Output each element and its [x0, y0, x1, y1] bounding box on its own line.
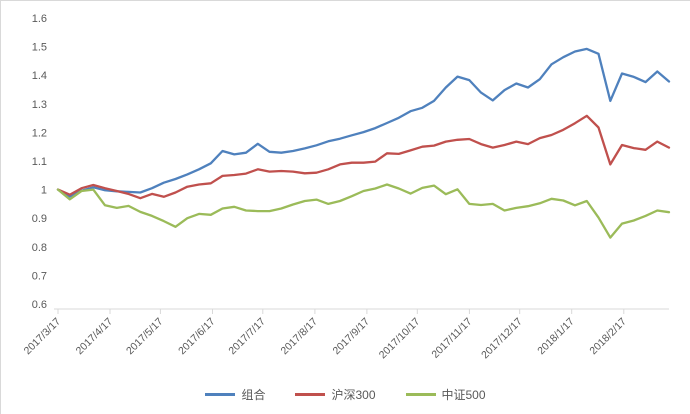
chart-legend: 组合 沪深300 中证500: [1, 386, 690, 403]
legend-swatch-zz500: [405, 393, 436, 396]
x-axis-label: 2017/3/17: [22, 316, 64, 358]
series-line-2: [56, 183, 671, 239]
legend-item-zz500[interactable]: 中证500: [405, 386, 486, 403]
y-axis-label: 1.6: [32, 13, 47, 25]
y-axis-label: 0.9: [32, 213, 47, 225]
y-axis-label: 1.2: [32, 127, 47, 139]
x-axis-label: 2018/2/17: [587, 316, 629, 358]
x-axis-label: 2017/4/17: [74, 316, 116, 358]
x-axis-label: 2017/9/17: [331, 316, 373, 358]
legend-label-hs300: 沪深300: [331, 388, 376, 402]
legend-swatch-hs300: [295, 393, 326, 396]
legend-label-zz500: 中证500: [441, 388, 486, 402]
y-axis-label: 1.3: [32, 99, 47, 111]
y-axis-label: 0.7: [32, 270, 47, 282]
y-axis-label: 1.4: [32, 70, 47, 82]
legend-item-hs300[interactable]: 沪深300: [295, 386, 376, 403]
x-axis-label: 2017/10/17: [377, 316, 423, 362]
y-axis-label: 0.6: [32, 299, 47, 311]
x-axis-label: 2018/1/17: [535, 316, 577, 358]
legend-label-portfolio: 组合: [241, 388, 266, 402]
y-axis-label: 0.8: [32, 242, 47, 254]
x-axis-label: 2017/8/17: [279, 316, 321, 358]
x-axis-label: 2017/12/17: [479, 316, 525, 362]
x-axis-label: 2017/11/17: [429, 316, 474, 361]
series-line-1: [56, 114, 671, 200]
x-axis-label: 2017/6/17: [176, 316, 218, 358]
y-axis-label: 1.5: [32, 42, 47, 54]
x-axis-label: 2017/7/17: [226, 316, 268, 358]
legend-swatch-portfolio: [205, 393, 236, 396]
y-axis-label: 1.1: [32, 156, 47, 168]
series-line-0: [56, 47, 671, 198]
x-axis-label: 2017/5/17: [124, 316, 166, 358]
y-axis-label: 1: [41, 185, 47, 197]
legend-item-portfolio[interactable]: 组合: [205, 386, 265, 403]
